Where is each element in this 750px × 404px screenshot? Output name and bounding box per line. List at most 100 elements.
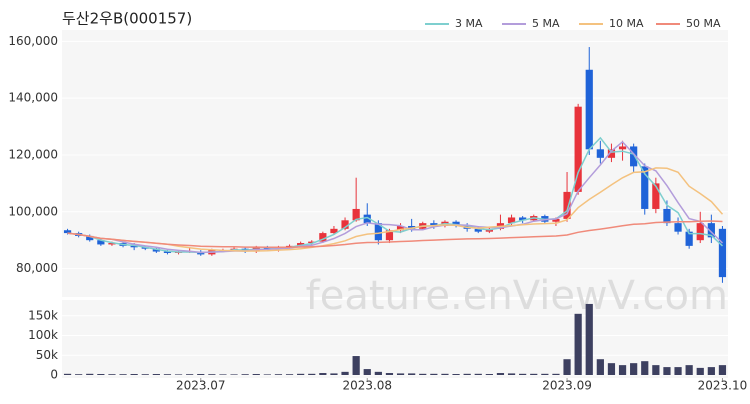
volume-bar [485, 374, 493, 375]
volume-bar [252, 374, 260, 375]
volume-bar [285, 374, 294, 375]
candle-body [707, 223, 715, 238]
candle-body [86, 235, 94, 241]
legend-label: 3 MA [455, 17, 483, 30]
volume-bar [75, 374, 83, 375]
candle-body [507, 217, 516, 224]
volume-bar [630, 363, 638, 375]
x-tick-label: 2023.10 [698, 379, 748, 393]
volume-bar [385, 373, 394, 375]
volume-bar [274, 374, 283, 375]
candle-body [363, 214, 371, 224]
candle-body [319, 233, 327, 242]
volume-bar [463, 373, 471, 375]
legend-label: 5 MA [532, 17, 560, 30]
candle-body [163, 251, 172, 253]
candle-body [618, 146, 627, 150]
volume-bar [186, 374, 194, 375]
volume-bar [163, 374, 172, 375]
watermark: feature.enViewV.com [306, 273, 728, 319]
candle-body [607, 149, 616, 158]
moving-average-line [67, 140, 724, 254]
volume-bar [430, 373, 438, 375]
volume-bar [297, 373, 305, 375]
candle-body [97, 240, 105, 245]
candle-body [519, 217, 527, 221]
x-tick-label: 2023.09 [542, 379, 592, 393]
candle-body [696, 223, 704, 241]
volume-bar [86, 373, 94, 375]
volume-bar [696, 367, 704, 375]
candle-body [352, 208, 360, 221]
volume-bar [308, 373, 316, 375]
volume-bar [108, 374, 116, 375]
volume-bar [63, 373, 72, 375]
volume-bar [507, 373, 516, 375]
volume-bar [496, 373, 505, 375]
candle-body [341, 220, 349, 229]
moving-average-line [67, 136, 724, 254]
x-tick-label: 2023.08 [342, 379, 392, 393]
volume-bar [119, 374, 127, 375]
chart-title: 두산2우B(000157) [62, 10, 192, 28]
candle-body [263, 247, 271, 249]
volume-tick-label: 100k [28, 328, 58, 342]
moving-average-line [67, 167, 724, 252]
volume-bar [363, 369, 371, 375]
candle-body [674, 223, 682, 232]
volume-bar [174, 374, 183, 375]
volume-bar [718, 365, 727, 375]
volume-bar [530, 373, 538, 375]
volume-bar [707, 367, 715, 375]
volume-panel [62, 300, 728, 378]
candle-body [630, 146, 638, 167]
candle-body [63, 230, 72, 234]
volume-bar [607, 363, 616, 375]
volume-bar [219, 374, 227, 375]
volume-tick-label: 150k [28, 308, 58, 322]
x-tick-label: 2023.07 [176, 379, 226, 393]
volume-bar [97, 374, 105, 375]
volume-bar [663, 367, 671, 375]
volume-bar [208, 374, 216, 375]
price-panel [62, 30, 728, 297]
volume-bar [152, 374, 160, 375]
volume-bar [419, 373, 427, 375]
volume-bar [596, 359, 604, 375]
volume-bar [574, 313, 582, 375]
volume-bar [141, 374, 149, 375]
candle-body [563, 191, 571, 219]
moving-average-line [67, 220, 723, 248]
candle-body [718, 228, 727, 278]
volume-bar [674, 367, 682, 375]
volume-bar [652, 365, 660, 375]
candle-body [552, 218, 560, 222]
candle-body [130, 245, 138, 248]
volume-bar [319, 373, 327, 375]
y-tick-label: 160,000 [8, 34, 58, 48]
candle-body [652, 183, 660, 209]
candle-body [574, 106, 582, 192]
volume-bar [408, 373, 416, 375]
candle-body [596, 149, 604, 158]
candle-body [308, 241, 316, 244]
volume-bar [685, 365, 693, 375]
y-tick-label: 80,000 [16, 261, 58, 275]
y-tick-label: 140,000 [8, 91, 58, 105]
volume-bar [396, 373, 405, 375]
candle-body [374, 223, 382, 241]
volume-bar [241, 374, 249, 375]
volume-tick-label: 50k [36, 348, 58, 362]
volume-bar [552, 373, 560, 375]
y-tick-label: 120,000 [8, 147, 58, 161]
candle-body [430, 223, 438, 226]
volume-bar [197, 374, 205, 375]
legend-label: 50 MA [686, 17, 721, 30]
candle-body [685, 231, 693, 246]
candle-body [152, 248, 160, 252]
volume-bar [441, 373, 449, 375]
candle-body [330, 228, 338, 234]
volume-bar [374, 371, 382, 375]
candle-body [585, 69, 593, 150]
volume-bar [618, 365, 627, 375]
